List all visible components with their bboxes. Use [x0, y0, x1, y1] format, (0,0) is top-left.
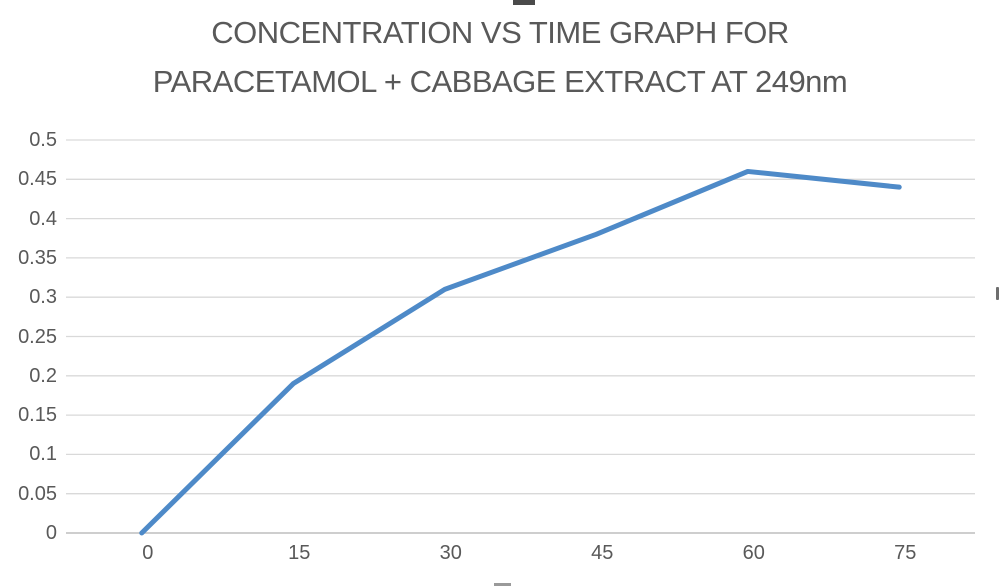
x-tick-label: 75: [894, 542, 917, 564]
cropped-fragment-left: ): [0, 276, 1, 301]
chart-title-line-2: PARACETAMOL + CABBAGE EXTRACT AT 249nm: [152, 64, 848, 99]
x-tick-label: 30: [439, 542, 462, 564]
x-tick-label: 0: [142, 542, 154, 564]
y-tick-label: 0.5: [29, 129, 57, 151]
x-tick-label: 60: [742, 542, 765, 564]
y-tick-label: 0.2: [29, 364, 57, 387]
cropped-fragment-bottom: [494, 583, 511, 586]
y-tick-label: 0: [45, 522, 57, 544]
y-tick-label: 0.3: [29, 286, 57, 309]
y-tick-label: 0.25: [18, 325, 57, 348]
y-tick-label: 0.05: [18, 482, 57, 505]
series-line: [139, 168, 902, 536]
y-tick-label: 0.4: [29, 207, 57, 230]
y-tick-label: 0.1: [29, 443, 57, 466]
chart-title: CONCENTRATION VS TIME GRAPH FOR PARACETA…: [0, 8, 1000, 106]
cropped-fragment-top: [513, 0, 535, 5]
y-tick-label: 0.45: [18, 168, 57, 191]
y-tick-label: 0.15: [18, 404, 57, 427]
chart-title-line-1: CONCENTRATION VS TIME GRAPH FOR: [211, 15, 789, 50]
x-tick-label: 15: [288, 542, 311, 564]
x-tick-label: 45: [591, 542, 614, 564]
cropped-fragment-right: [996, 287, 999, 300]
y-tick-label: 0.35: [18, 246, 57, 269]
